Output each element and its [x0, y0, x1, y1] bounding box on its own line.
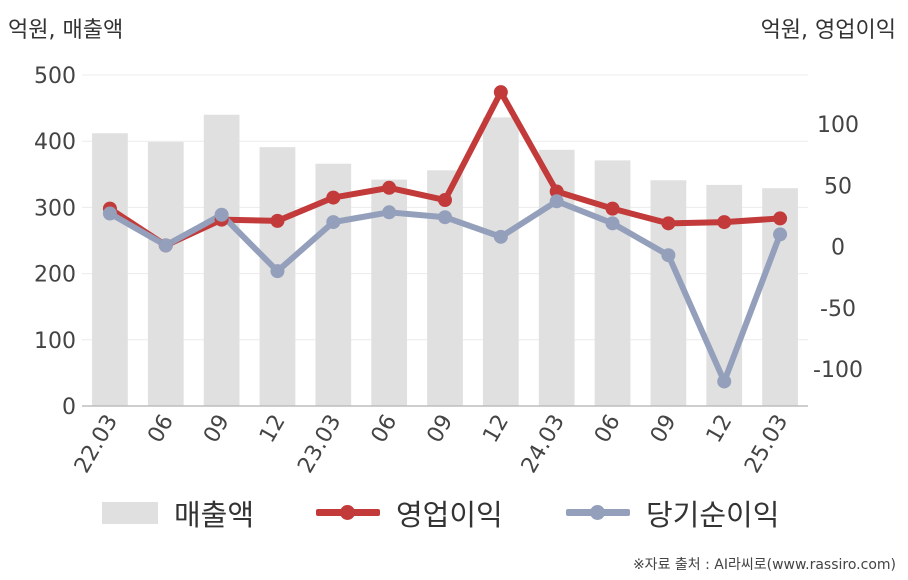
x-tick-label: 12	[478, 411, 514, 448]
legend-swatch-revenue	[102, 502, 158, 524]
series-point-1	[549, 184, 564, 199]
legend-item-operating-profit: 영업이익	[316, 493, 503, 533]
series-point-1	[326, 190, 341, 205]
series-point-1	[717, 215, 732, 230]
series-point-2	[493, 229, 508, 244]
revenue-bar	[594, 160, 631, 406]
series-point-1	[270, 213, 285, 228]
right-axis-unit: 억원, 영업이익	[760, 18, 896, 43]
combo-chart: 0 100 200 300 400 500 -100 -50 0 50 100 22.03 06 09…	[34, 64, 863, 478]
series-point-2	[158, 238, 173, 253]
legend-label-operating-profit: 영업이익	[396, 498, 503, 532]
x-tick-label: 06	[367, 411, 403, 448]
left-axis-unit: 억원, 매출액	[8, 18, 124, 43]
profit-lines	[102, 85, 788, 389]
left-tick-label: 500	[34, 64, 76, 89]
left-tick-label: 200	[34, 263, 76, 288]
revenue-bar	[203, 114, 240, 406]
legend-item-revenue: 매출액	[102, 493, 254, 533]
series-point-2	[549, 194, 564, 209]
x-tick-label: 24.03	[517, 411, 570, 478]
right-tick-label: 50	[824, 174, 852, 199]
series-point-2	[717, 374, 732, 389]
revenue-bar	[147, 141, 184, 406]
x-tick-label: 06	[590, 411, 626, 448]
series-point-2	[270, 264, 285, 279]
x-tick-label: 12	[255, 411, 291, 448]
right-axis-ticks: -100 -50 0 50 100	[813, 113, 863, 383]
x-tick-label: 06	[143, 411, 179, 448]
right-tick-label: -50	[820, 297, 856, 322]
x-tick-label: 09	[646, 411, 682, 448]
revenue-bar	[92, 133, 128, 407]
legend-label-revenue: 매출액	[174, 498, 255, 532]
series-point-2	[214, 207, 229, 222]
x-tick-label: 25.03	[740, 411, 793, 478]
series-point-2	[661, 248, 676, 263]
x-tick-label: 09	[423, 411, 459, 448]
legend-label-net-income: 당기순이익	[646, 498, 780, 532]
legend-swatch-operating-profit	[316, 502, 380, 524]
left-tick-label: 400	[34, 130, 76, 155]
revenue-bars	[92, 114, 798, 407]
right-tick-label: 100	[817, 113, 859, 138]
series-point-2	[605, 216, 620, 231]
x-axis-ticks: 22.03 06 09 12 23.03 06 09 12 24.03 06 09 12 25.03	[70, 411, 793, 478]
series-point-2	[773, 227, 788, 242]
series-point-1	[438, 193, 452, 208]
x-tick-label: 12	[702, 411, 738, 448]
right-tick-label: -100	[813, 358, 863, 383]
left-tick-label: 0	[62, 395, 76, 420]
series-point-2	[326, 215, 341, 230]
legend-swatch-net-income	[566, 502, 630, 524]
series-point-1	[605, 201, 620, 216]
left-tick-label: 100	[34, 329, 76, 354]
chart-legend: 매출액 영업이익 당기순이익	[0, 493, 908, 533]
source-note: ※자료 출처 : AI라씨로(www.rassiro.com)	[632, 557, 896, 573]
x-tick-label: 09	[199, 411, 235, 448]
revenue-bar	[427, 170, 463, 406]
series-point-1	[382, 180, 397, 195]
series-point-2	[438, 210, 452, 225]
x-tick-label: 23.03	[293, 411, 346, 478]
legend-item-net-income: 당기순이익	[566, 493, 779, 533]
series-point-2	[102, 206, 117, 221]
left-tick-label: 300	[34, 196, 76, 221]
series-point-2	[382, 205, 397, 220]
left-axis-ticks: 0 100 200 300 400 500	[34, 64, 76, 420]
revenue-bar	[650, 180, 687, 406]
series-point-1	[661, 216, 676, 231]
series-point-1	[773, 211, 788, 226]
revenue-bar	[482, 117, 519, 407]
series-point-1	[493, 85, 508, 100]
right-tick-label: 0	[831, 236, 845, 261]
x-tick-label: 22.03	[70, 411, 123, 478]
